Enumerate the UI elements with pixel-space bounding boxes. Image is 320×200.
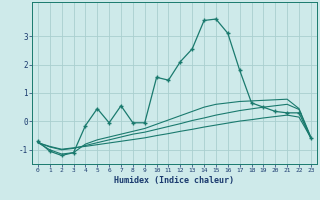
X-axis label: Humidex (Indice chaleur): Humidex (Indice chaleur) <box>115 176 234 185</box>
